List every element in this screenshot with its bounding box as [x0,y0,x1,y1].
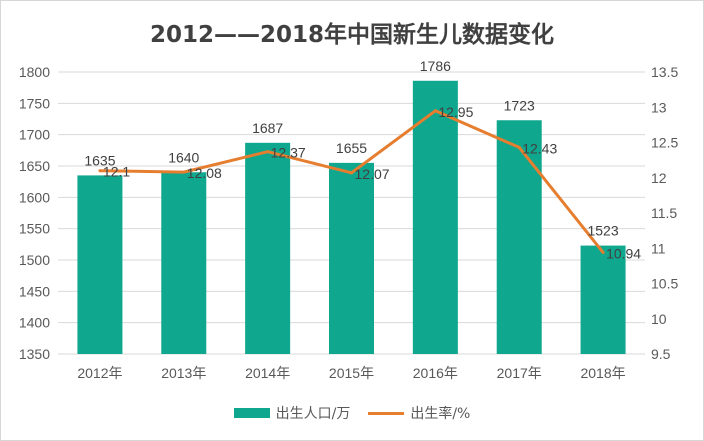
y-right-tick-label: 10 [651,311,667,327]
x-tick-label: 2013年 [161,365,206,381]
chart-title: 2012——2018年中国新生儿数据变化 [149,22,555,48]
y-left-tick-label: 1350 [19,346,50,362]
line-value-label: 12.1 [103,164,130,180]
bar [580,245,626,354]
line-value-label: 12.37 [271,145,306,161]
y-right-tick-label: 13 [651,99,667,115]
birth-rate-point [433,109,437,113]
bar-value-label: 1723 [504,97,535,113]
bar-value-label: 1786 [420,58,451,74]
bar [496,120,542,355]
x-tick-label: 2014年 [245,365,290,381]
bar-value-label: 1687 [252,120,283,136]
birth-rate-point [98,169,102,173]
x-tick-label: 2015年 [329,365,374,381]
y-left-tick-label: 1550 [19,221,50,237]
y-left-tick-label: 1650 [19,158,50,174]
y-left-tick-label: 1600 [19,189,50,205]
birth-rate-point [350,171,353,175]
birth-rate-point [517,145,521,149]
y-right-tick-label: 11 [651,240,666,256]
x-tick-label: 2017年 [497,365,542,381]
bar [161,172,207,354]
bar-value-label: 1635 [84,152,115,168]
legend-swatch-line [368,411,405,415]
bar [77,175,123,354]
bar-value-label: 1655 [336,140,367,156]
bar [245,142,291,354]
y-right-tick-label: 12 [651,170,667,186]
x-tick-label: 2018年 [580,365,625,381]
x-tick-label: 2016年 [413,365,458,381]
y-right-tick-label: 10.5 [651,276,678,292]
y-left-tick-label: 1500 [19,252,50,268]
bar-value-label: 1523 [587,223,618,239]
bar [329,162,374,354]
legend: 出生人口/万 出生率/% [1,403,703,423]
birth-rate-point [266,150,270,154]
y-left-tick-label: 1750 [19,95,50,111]
bar [412,80,458,355]
line-value-label: 12.95 [438,104,473,120]
y-left-tick-label: 1800 [19,64,50,80]
x-tick-label: 2012年 [77,365,122,381]
bar-value-label: 1640 [168,149,199,165]
line-value-label: 10.94 [606,245,641,261]
birth-rate-point [182,170,186,174]
line-value-label: 12.07 [355,166,390,182]
legend-item-births[interactable]: 出生人口/万 [233,403,351,423]
y-right-tick-label: 9.5 [651,346,671,362]
line-value-label: 12.08 [187,165,222,181]
y-left-tick-label: 1700 [19,127,50,143]
y-right-tick-label: 12.5 [651,135,678,151]
y-right-tick-label: 13.5 [651,64,678,80]
line-value-label: 12.43 [522,140,557,156]
y-left-tick-label: 1400 [19,315,50,331]
legend-swatch-bar [233,408,270,418]
y-right-tick-label: 11.5 [651,205,677,221]
legend-label-birth-rate: 出生率/% [410,406,471,422]
y-left-tick-label: 1450 [19,283,50,299]
legend-label-births: 出生人口/万 [275,406,351,422]
birth-rate-point [601,250,605,254]
legend-item-birth-rate[interactable]: 出生率/% [368,403,470,423]
